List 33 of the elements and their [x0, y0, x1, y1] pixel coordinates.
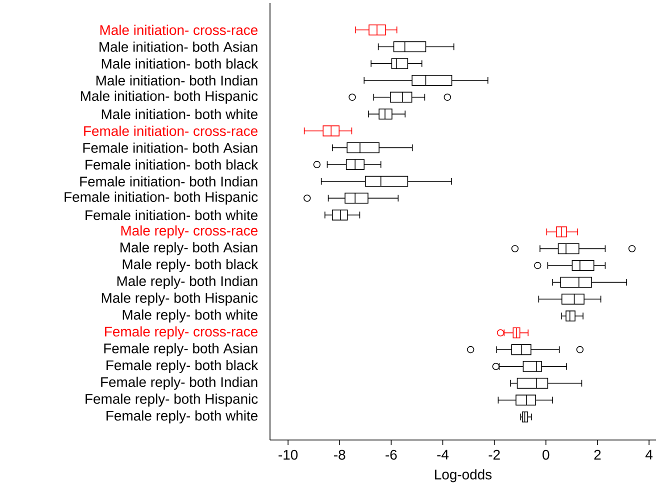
x-axis-title: Log-odds [435, 469, 492, 482]
x-tick-label: -4 [437, 450, 449, 460]
y-tick-label: Male initiation- both white [102, 108, 258, 120]
x-tick-label: -2 [488, 450, 500, 460]
y-tick-label: Male initiation- cross-race [100, 24, 258, 36]
y-tick-label: Female reply- both black [106, 360, 258, 373]
y-tick-label: Male reply- both Hispanic [102, 292, 258, 306]
y-tick-label: Male initiation- both black [102, 58, 258, 69]
y-tick-label: Female reply- both Hispanic [86, 394, 258, 407]
x-tick-label: 4 [645, 450, 653, 460]
x-tick-label: 2 [594, 450, 601, 460]
x-tick-label: 0 [542, 450, 550, 460]
y-tick-label: Male reply- both white [122, 309, 258, 322]
y-tick-label: Male reply- cross-race [121, 225, 258, 238]
y-tick-label: Female reply- cross-race [105, 326, 258, 340]
y-tick-label: Male reply- both Asian [120, 242, 258, 256]
y-tick-label: Female initiation- both black [86, 159, 258, 170]
y-tick-label: Female reply- both white [106, 410, 258, 424]
y-tick-label: Male initiation- both Hispanic [80, 90, 258, 104]
y-tick-label: Male reply- both Indian [117, 276, 258, 289]
y-tick-label: Female initiation- both Hispanic [64, 192, 258, 205]
y-tick-label: Female initiation- both Asian [83, 142, 258, 153]
y-tick-label: Female initiation- both white [86, 210, 258, 220]
x-tick-label: -10 [278, 450, 298, 460]
y-tick-label: Female reply- both Indian [101, 376, 258, 390]
x-tick-label: -6 [386, 450, 397, 460]
y-tick-label: Male initiation- both Indian [96, 75, 258, 86]
y-tick-label: Female reply- both Asian [104, 343, 258, 356]
y-tick-label: Female initiation- both Indian [80, 176, 258, 186]
y-tick-label: Male reply- both black [122, 258, 258, 272]
y-tick-label: Male initiation- both Asian [100, 42, 258, 52]
x-tick-label: -8 [334, 450, 346, 460]
y-tick-label: Female initiation- cross-race [84, 126, 258, 136]
